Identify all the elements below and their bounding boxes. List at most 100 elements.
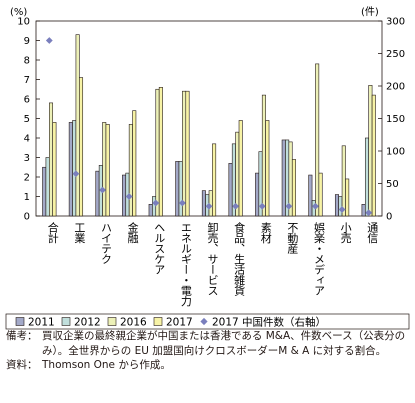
notes: 備考： 買収企業の最終親企業が中国または香港である M&A、件数ベース（公表分の…: [6, 329, 410, 373]
left-tick-label: 2: [24, 173, 30, 184]
legend-swatch: [153, 317, 163, 326]
bar-2011-0: [42, 166, 47, 217]
bar-2017-9: [291, 159, 296, 217]
bar-2017-0: [52, 122, 57, 217]
bar-2017-12: [371, 94, 376, 217]
china-count-marker: [125, 193, 133, 200]
bar-2016-3: [128, 124, 133, 217]
bar-2017-5: [185, 90, 190, 217]
right-tick-label: 300: [386, 17, 405, 28]
bar-2011-7: [228, 163, 233, 217]
category-label: 工業: [73, 222, 86, 243]
left-tick-label: 5: [24, 114, 30, 125]
bar-2017-7: [238, 120, 243, 217]
bar-2012-12: [364, 137, 369, 217]
remark-row: 備考： 買収企業の最終親企業が中国または香港である M&A、件数ベース（公表分の…: [6, 329, 410, 358]
category-label: 娯楽・メディア: [312, 221, 325, 296]
plot-area: [35, 20, 383, 217]
bar-2016-4: [155, 88, 160, 217]
category-label: 素材: [259, 222, 272, 244]
china-count-marker: [72, 170, 80, 178]
right-tick-label: 50: [386, 179, 399, 190]
bars: [42, 34, 376, 217]
right-tick-label: 150: [386, 114, 405, 125]
bar-2017-11: [345, 178, 350, 217]
bar-2011-5: [175, 161, 180, 217]
bar-2011-12: [361, 204, 366, 217]
category-label: 金融: [126, 221, 139, 245]
bar-2017-10: [318, 172, 323, 217]
plot-frame: [35, 20, 383, 217]
bar-2011-9: [281, 139, 286, 217]
legend-label: 2017: [166, 317, 193, 329]
china-count-marker: [312, 202, 319, 210]
bar-2016-12: [368, 85, 373, 217]
bar-2016-5: [182, 90, 187, 217]
china-count-marker: [285, 202, 293, 210]
left-tick-label: 6: [24, 95, 30, 106]
right-tick-label: 250: [386, 49, 405, 60]
bar-2016-0: [49, 102, 54, 217]
source-row: 資料： Thomson One から作成。: [6, 358, 410, 373]
bar-2017-8: [265, 120, 270, 217]
legend-label: 2017 中国件数（右軸）: [212, 316, 326, 329]
category-label: エネルギー・電力: [179, 222, 192, 306]
source-text: Thomson One から作成。: [42, 359, 171, 371]
bar-2011-2: [95, 170, 100, 217]
bar-2011-4: [148, 204, 153, 217]
legend-swatch: [107, 317, 117, 326]
legend-label: 2011: [28, 317, 55, 329]
bar-2016-10: [315, 63, 320, 217]
china-count-marker: [365, 209, 373, 217]
left-tick-label: 1: [24, 192, 30, 203]
bar-2017-6: [212, 143, 217, 217]
category-label: 通信: [366, 222, 379, 245]
bar-2016-6: [208, 190, 213, 217]
legend-swatch: [61, 317, 71, 326]
right-axis-unit: (件): [361, 6, 379, 18]
legend-swatch: [200, 317, 208, 326]
right-tick-label: 200: [386, 82, 405, 93]
left-tick-label: 9: [24, 36, 30, 47]
china-count-markers: [45, 37, 373, 217]
bar-2012-4: [152, 196, 157, 217]
remark-label: 備考：: [6, 330, 38, 342]
bar-2017-4: [158, 87, 163, 217]
source-label: 資料：: [6, 359, 38, 371]
bar-2011-3: [122, 174, 127, 217]
bar-2011-1: [68, 122, 73, 217]
right-tick-label: 100: [386, 147, 405, 158]
bar-2012-0: [45, 157, 50, 217]
category-label: ハイテク: [100, 222, 113, 264]
bar-2016-2: [102, 122, 107, 217]
category-label: ヘルスケア: [153, 222, 166, 275]
legend-label: 2016: [120, 317, 147, 329]
category-labels: 合計 工業 ハイテク 金融 ヘルスケア エネルギー・電力 卸売、サービス 食品、生活雑貨 素材不…: [46, 221, 378, 307]
china-count-marker: [338, 206, 346, 213]
category-label: 合計: [46, 221, 59, 245]
left-tick-label: 4: [24, 134, 30, 145]
china-count-marker: [45, 37, 53, 44]
left-tick-label: 8: [24, 56, 30, 67]
category-label: 卸売、サービス: [206, 221, 219, 296]
category-label: 小売: [339, 222, 352, 245]
bar-2017-2: [105, 124, 110, 217]
bar-2017-3: [132, 110, 137, 217]
left-tick-label: 7: [24, 75, 30, 86]
left-axis-unit: (%): [10, 7, 27, 18]
category-label: 不動産: [286, 222, 299, 255]
legend: 2011 2012 2016 2017 2017 中国件数（右軸）: [5, 313, 410, 330]
legend-swatch: [15, 317, 25, 326]
remark-text: 買収企業の最終親企業が中国または香港である M&A、件数ベース（公表分のみ）。全…: [42, 330, 406, 357]
bar-2011-8: [255, 172, 260, 217]
china-count-marker: [152, 199, 160, 207]
left-tick-label: 3: [24, 153, 30, 164]
bar-2012-5: [178, 161, 183, 217]
china-count-marker: [258, 202, 266, 210]
china-count-marker: [232, 202, 240, 210]
left-axis-ticks: 0 1 2 3 4 5 6 7 8 9 10: [17, 17, 40, 223]
right-axis-ticks: 0 50 100 150 200 250 300: [378, 17, 405, 223]
bar-2011-10: [308, 174, 313, 217]
bar-2016-11: [341, 145, 346, 217]
